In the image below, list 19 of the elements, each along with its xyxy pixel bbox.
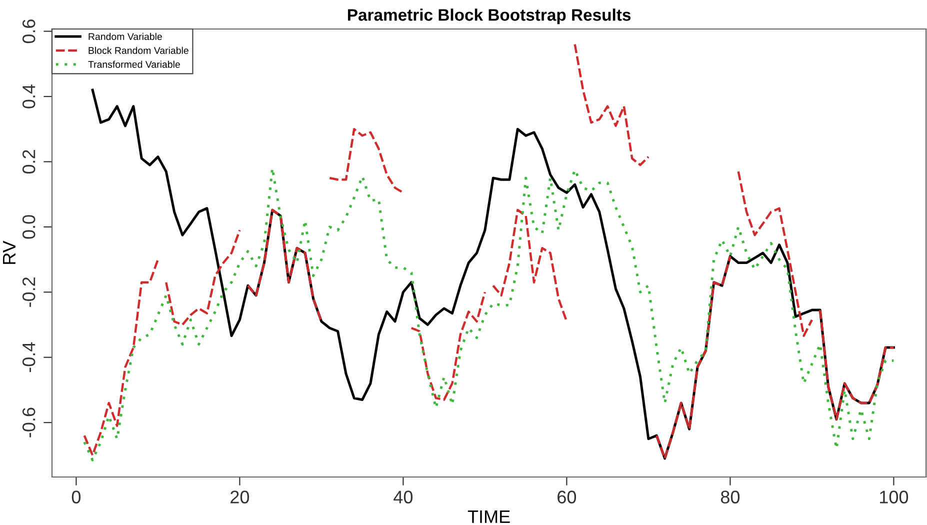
- y-tick-label: -0.2: [22, 277, 36, 307]
- x-tick-label: 60: [558, 490, 576, 504]
- legend-label: Random Variable: [88, 32, 162, 40]
- y-tick-label: 0.0: [22, 215, 36, 239]
- x-tick-label: 40: [394, 490, 413, 504]
- y-tick-label: 0.6: [22, 20, 36, 44]
- legend-label: Transformed Variable: [88, 60, 180, 68]
- x-tick-label: 80: [720, 490, 740, 504]
- y-tick-label: 0.4: [22, 84, 36, 108]
- legend-label: Block Random Variable: [88, 46, 188, 54]
- chart-title: Parametric Block Bootstrap Results: [348, 8, 631, 24]
- x-axis-title: TIME: [468, 510, 510, 523]
- y-tick-label: -0.4: [22, 342, 36, 372]
- x-tick-label: 0: [72, 490, 81, 504]
- y-tick-label: 0.2: [22, 150, 36, 174]
- x-tick-label: 20: [230, 490, 250, 504]
- y-tick-label: -0.6: [22, 408, 36, 438]
- x-tick-label: 100: [880, 490, 908, 504]
- y-axis-title: RV: [3, 240, 16, 264]
